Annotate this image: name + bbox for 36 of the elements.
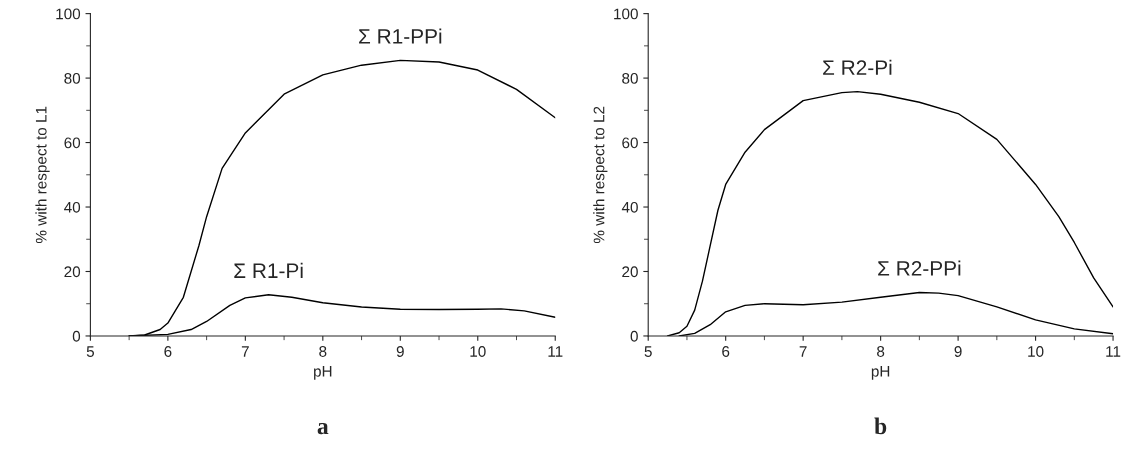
y-tick-label: 0 — [630, 330, 638, 342]
x-tick-label: 5 — [644, 346, 652, 357]
y-tick-label: 60 — [64, 137, 81, 149]
y-axis-title: % with respect to L1 — [35, 106, 50, 244]
y-tick-label: 20 — [64, 266, 81, 278]
y-tick-label: 80 — [622, 72, 638, 84]
series-label: Σ R2-PPi — [878, 260, 961, 276]
x-tick-label: 11 — [548, 346, 563, 357]
y-tick-label: 20 — [622, 266, 638, 278]
y-tick-label: 100 — [614, 8, 638, 20]
y-tick-label: 0 — [72, 330, 81, 342]
y-tick-label: 40 — [621, 201, 638, 213]
y-tick-label: 40 — [64, 201, 81, 213]
series-label: Σ R2-Pi — [823, 59, 892, 75]
x-axis-title: pH — [314, 366, 332, 380]
x-tick-label: 6 — [164, 346, 172, 357]
series-label: Σ R1-PPi — [359, 28, 442, 44]
x-tick-label: 10 — [470, 346, 486, 357]
x-tick-label: 10 — [1028, 346, 1044, 357]
y-axis-title: % with respect to L2 — [593, 106, 608, 244]
x-tick-label: 5 — [86, 346, 95, 357]
series-label: Σ R1-Pi — [234, 262, 303, 278]
x-tick-label: 8 — [877, 346, 885, 357]
x-tick-label: 6 — [722, 346, 730, 357]
y-tick-label: 60 — [622, 137, 638, 149]
x-tick-label: 9 — [954, 346, 962, 357]
x-tick-label: 7 — [241, 346, 249, 357]
x-tick-label: 11 — [1106, 346, 1121, 357]
text: b — [874, 417, 887, 435]
x-tick-label: 9 — [396, 346, 404, 357]
text: a — [317, 422, 329, 435]
y-tick-label: 80 — [64, 72, 81, 84]
x-axis-title: pH — [871, 366, 890, 380]
x-tick-label: 8 — [319, 346, 327, 357]
y-tick-label: 100 — [56, 8, 81, 20]
x-tick-label: 7 — [799, 346, 807, 357]
